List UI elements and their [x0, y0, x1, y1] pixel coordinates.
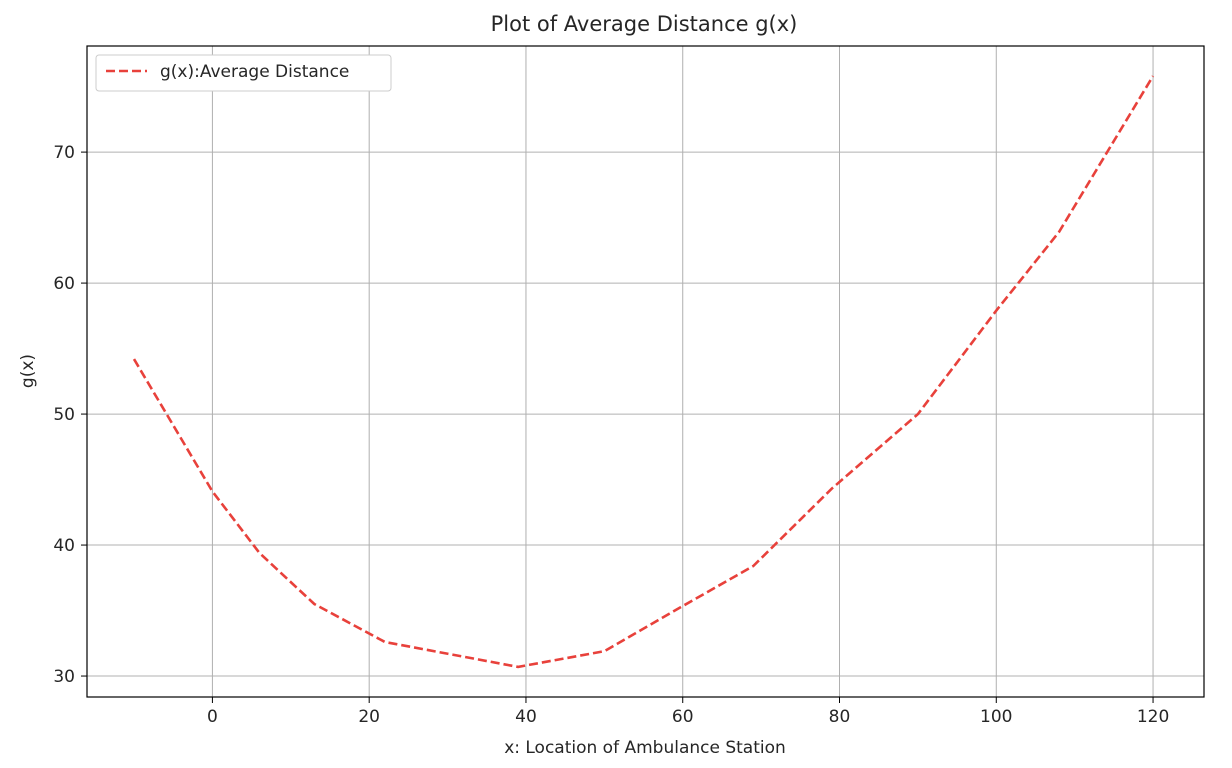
y-tick-label: 50	[53, 405, 75, 425]
chart-title: Plot of Average Distance g(x)	[491, 12, 798, 36]
series-line	[132, 75, 1155, 669]
grid	[87, 46, 1204, 697]
axis-ticks: 0 20 40 60 80 100 120 30 40 50 60 70	[53, 143, 1169, 727]
y-tick-label: 40	[53, 536, 75, 556]
x-tick-label: 80	[829, 707, 851, 727]
legend-label: g(x):Average Distance	[160, 62, 349, 82]
x-axis-label: x: Location of Ambulance Station	[504, 738, 786, 758]
legend-box	[95, 54, 392, 92]
x-tick-label: 100	[980, 707, 1012, 727]
x-tick-label: 120	[1137, 707, 1169, 727]
y-tick-label: 70	[53, 143, 75, 163]
legend: g(x):Average Distance	[95, 54, 392, 92]
y-tick-label: 60	[53, 274, 75, 294]
series-layer	[132, 75, 1155, 669]
y-tick-label: 30	[53, 667, 75, 687]
x-tick-label: 0	[207, 707, 218, 727]
x-tick-label: 60	[672, 707, 694, 727]
x-tick-label: 20	[358, 707, 380, 727]
plot-frame	[86, 45, 1205, 698]
x-tick-label: 40	[515, 707, 537, 727]
y-axis-label: g(x)	[18, 354, 38, 388]
